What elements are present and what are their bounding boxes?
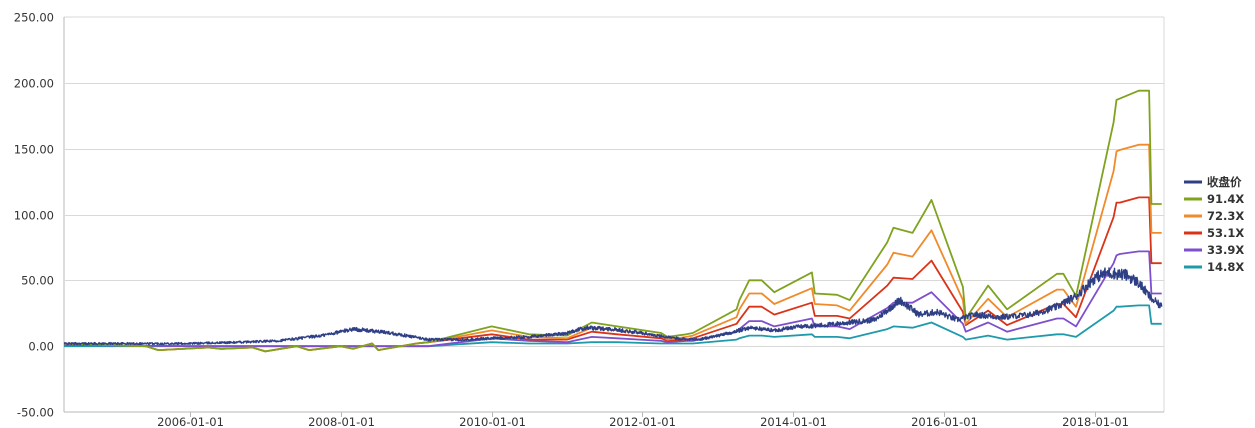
y-tick-label: 100.00: [14, 209, 54, 223]
legend-item[interactable]: 收盘价: [1184, 175, 1242, 189]
legend-item[interactable]: 14.8X: [1184, 260, 1244, 274]
y-tick-label: 0.00: [28, 340, 54, 354]
y-tick-label: 150.00: [14, 143, 54, 157]
x-tick-label: 2010-01-01: [459, 415, 526, 428]
series-line: [63, 250, 1162, 348]
x-tick-label: 2006-01-01: [157, 415, 224, 428]
series-line: [63, 196, 1162, 353]
series-lines: [63, 89, 1163, 353]
series-line: [63, 89, 1162, 353]
legend-label: 14.8X: [1207, 260, 1244, 274]
legend[interactable]: 收盘价 91.4X 72.3X 53.1X 33.9X 14.8X: [1184, 175, 1244, 274]
legend-label: 91.4X: [1207, 192, 1244, 206]
x-tick-label: 2012-01-01: [609, 415, 676, 428]
legend-label: 72.3X: [1207, 209, 1244, 223]
x-tick-label: 2014-01-01: [760, 415, 827, 428]
series-line: [63, 143, 1162, 353]
y-tick-label: 200.00: [14, 77, 54, 91]
x-tick-label: 2008-01-01: [308, 415, 375, 428]
x-axis-tick-labels: 2006-01-01 2008-01-01 2010-01-01 2012-01-01…: [157, 412, 1129, 428]
legend-item[interactable]: 33.9X: [1184, 243, 1244, 257]
legend-label: 53.1X: [1207, 226, 1244, 240]
legend-label: 收盘价: [1207, 175, 1242, 189]
x-tick-label: 2018-01-01: [1062, 415, 1129, 428]
grid-lines: [63, 16, 1165, 413]
series-line: [63, 267, 1163, 346]
legend-item[interactable]: 91.4X: [1184, 192, 1244, 206]
y-axis-tick-labels: -50.00 0.00 50.00 100.00 150.00 200.00 250.00: [14, 11, 54, 420]
x-tick-label: 2016-01-01: [911, 415, 978, 428]
legend-item[interactable]: 72.3X: [1184, 209, 1244, 223]
legend-label: 33.9X: [1207, 243, 1244, 257]
legend-item[interactable]: 53.1X: [1184, 226, 1244, 240]
series-line: [64, 304, 1162, 348]
y-tick-label: -50.00: [17, 406, 54, 420]
y-tick-label: 50.00: [21, 274, 54, 288]
y-tick-label: 250.00: [14, 11, 54, 25]
